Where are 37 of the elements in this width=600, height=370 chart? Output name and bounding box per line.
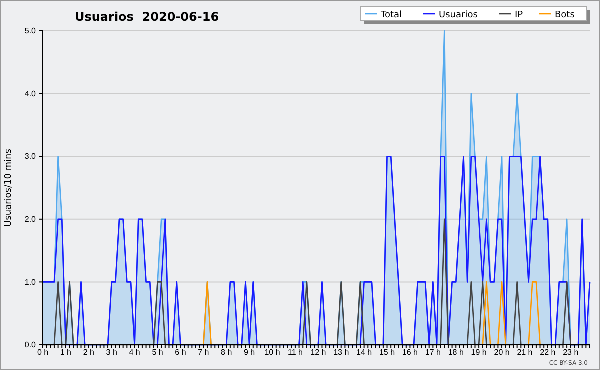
x-tick-label: 7 h: [198, 348, 210, 357]
x-tick-label: 12 h: [310, 348, 326, 357]
legend-label: IP: [515, 10, 524, 20]
x-tick-label: 21 h: [517, 348, 533, 357]
x-tick-label: 3 h: [106, 348, 118, 357]
legend-label: Usuarios: [439, 10, 478, 20]
x-tick-label: 9 h: [244, 348, 256, 357]
x-tick-label: 18 h: [448, 348, 464, 357]
x-tick-label: 14 h: [356, 348, 372, 357]
x-tick-label: 23 h: [563, 348, 579, 357]
y-tick-label: 0.0: [24, 340, 37, 350]
x-tick-label: 22 h: [540, 348, 556, 357]
x-tick-label: 6 h: [175, 348, 186, 357]
legend-label: Total: [380, 10, 402, 20]
y-tick-label: 4.0: [24, 89, 37, 98]
y-tick-label: 5.0: [24, 26, 37, 36]
y-axis-title: Usuarios/10 mins: [4, 148, 14, 227]
x-tick-label: 2 h: [83, 348, 94, 357]
x-tick-label: 4 h: [129, 348, 140, 357]
x-tick-label: 13 h: [334, 348, 350, 357]
y-tick-label: 2.0: [24, 214, 37, 224]
x-tick-label: 15 h: [379, 348, 396, 357]
legend-label: Bots: [555, 10, 576, 20]
x-tick-label: 17 h: [425, 348, 441, 357]
x-tick-label: 11 h: [288, 348, 303, 357]
x-tick-label: 19 h: [471, 348, 487, 357]
y-tick-label: 1.0: [24, 278, 37, 287]
x-tick-label: 0 h: [37, 348, 49, 357]
x-tick-label: 10 h: [264, 348, 280, 357]
x-tick-label: 8 h: [221, 348, 232, 357]
y-tick-label: 3.0: [24, 152, 37, 162]
x-tick-label: 16 h: [402, 348, 418, 357]
x-tick-label: 1 h: [60, 348, 72, 357]
line-series: [42, 156, 591, 346]
chart-title: Usuarios 2020-06-16: [75, 10, 220, 24]
x-tick-label: 20 h: [494, 348, 510, 357]
x-tick-label: 5 h: [152, 348, 164, 357]
